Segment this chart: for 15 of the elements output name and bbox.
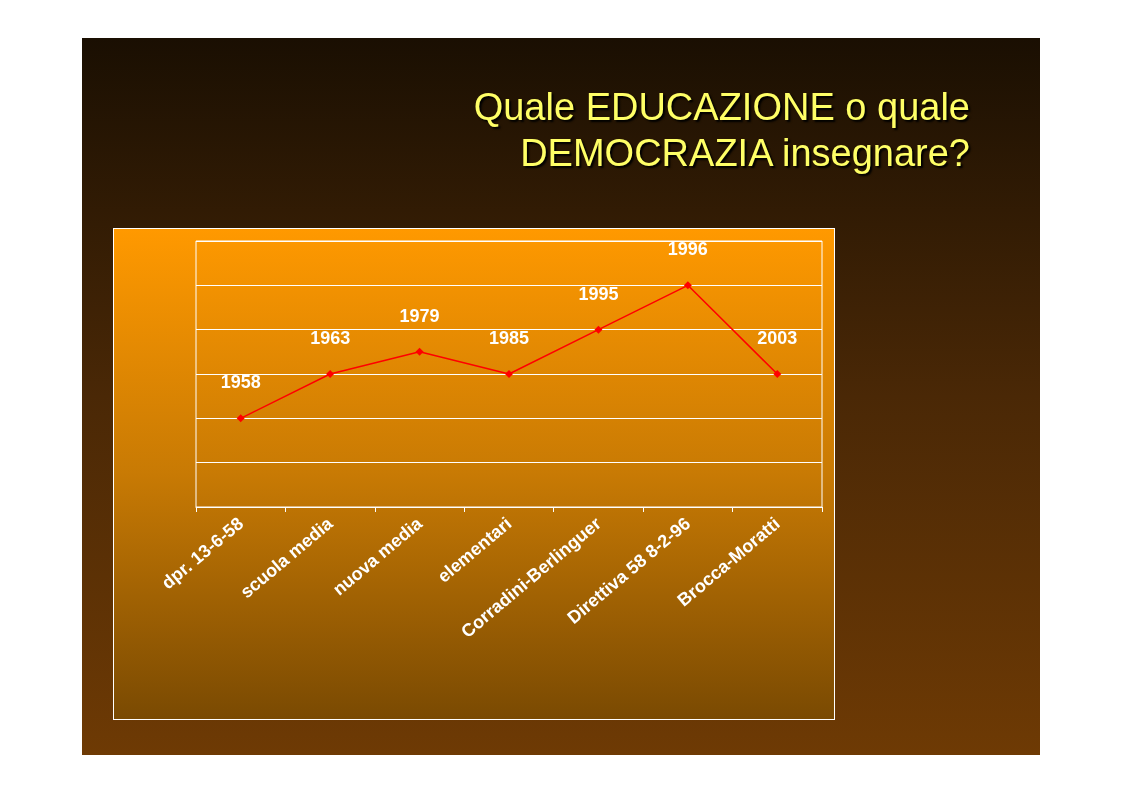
annotation: 2003: [757, 328, 798, 348]
point: [683, 281, 692, 290]
annotation: 1985: [488, 328, 530, 348]
point: [505, 370, 513, 378]
annotation: 1995: [578, 283, 619, 304]
chart-title: Quale EDUCAZIONE o quale DEMOCRAZIA insegnare?: [472, 85, 970, 176]
annotation: 1958: [220, 372, 261, 393]
annotation: 1979: [399, 305, 440, 326]
annotation: 1996: [667, 239, 708, 260]
point: [326, 370, 335, 378]
point: [594, 325, 603, 334]
point: [415, 347, 424, 356]
annotation: 1963: [310, 328, 351, 348]
point: [236, 414, 245, 423]
point: [773, 370, 782, 378]
